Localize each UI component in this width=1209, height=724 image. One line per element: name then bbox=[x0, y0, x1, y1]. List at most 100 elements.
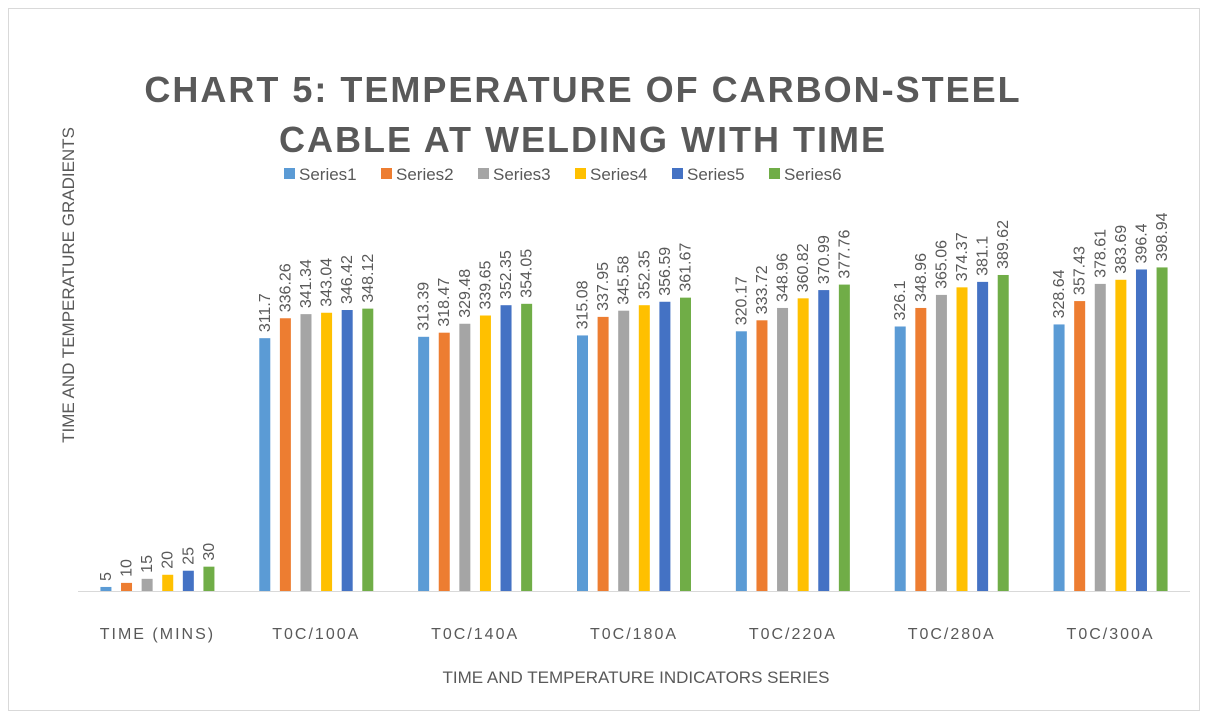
bar bbox=[341, 310, 353, 591]
bar bbox=[659, 301, 671, 591]
data-label: 318.47 bbox=[436, 278, 453, 327]
bar bbox=[977, 281, 989, 591]
legend-label: Series4 bbox=[590, 165, 648, 184]
data-label: 356.59 bbox=[657, 247, 674, 296]
data-label: 339.65 bbox=[477, 260, 494, 309]
data-label: 333.72 bbox=[754, 265, 771, 314]
bar bbox=[818, 290, 830, 591]
bar bbox=[756, 320, 768, 591]
data-label: 381.1 bbox=[975, 236, 992, 276]
data-label: 365.06 bbox=[933, 240, 950, 289]
bar bbox=[777, 307, 789, 591]
data-label: 383.69 bbox=[1113, 225, 1130, 274]
bar bbox=[597, 316, 609, 591]
data-label: 360.82 bbox=[795, 243, 812, 292]
bar bbox=[203, 566, 215, 591]
bar bbox=[521, 303, 533, 591]
data-label: 352.35 bbox=[498, 250, 515, 299]
bar bbox=[838, 284, 850, 591]
x-tick-label: T0C/280A bbox=[908, 626, 996, 643]
legend-swatch bbox=[381, 168, 392, 179]
legend-swatch bbox=[575, 168, 586, 179]
legend-swatch bbox=[769, 168, 780, 179]
data-label: 326.1 bbox=[892, 280, 909, 320]
bar bbox=[618, 310, 630, 591]
data-label: 354.05 bbox=[519, 249, 536, 298]
data-label: 374.37 bbox=[954, 232, 971, 281]
bar bbox=[141, 578, 153, 591]
bar bbox=[182, 570, 194, 591]
bar bbox=[1156, 267, 1168, 591]
y-axis-title: TIME AND TEMPERATURE GRADIENTS bbox=[59, 127, 78, 443]
data-label: 348.96 bbox=[775, 253, 792, 302]
bar bbox=[459, 323, 471, 591]
legend-swatch bbox=[478, 168, 489, 179]
bar bbox=[1074, 301, 1086, 591]
data-label: 348.12 bbox=[360, 254, 377, 303]
bar bbox=[121, 582, 133, 591]
bar bbox=[797, 298, 809, 591]
data-label: 320.17 bbox=[733, 276, 750, 325]
data-label: 336.26 bbox=[277, 263, 294, 312]
bar bbox=[479, 315, 491, 591]
legend-label: Series2 bbox=[396, 165, 454, 184]
chart-title: CHART 5: TEMPERATURE OF CARBON-STEEL bbox=[144, 69, 1021, 110]
bar bbox=[100, 586, 112, 591]
legend-label: Series1 bbox=[299, 165, 357, 184]
bar bbox=[997, 274, 1009, 591]
x-axis-title: TIME AND TEMPERATURE INDICATORS SERIES bbox=[443, 668, 830, 687]
bar bbox=[1094, 283, 1106, 591]
bar bbox=[418, 336, 430, 591]
data-label: 337.95 bbox=[595, 262, 612, 311]
data-label: 343.04 bbox=[319, 258, 336, 307]
bar bbox=[438, 332, 450, 591]
chart-title: CABLE AT WELDING WITH TIME bbox=[279, 119, 887, 160]
data-label: 396.4 bbox=[1133, 223, 1150, 263]
x-tick-label: T0C/300A bbox=[1067, 626, 1155, 643]
data-label: 345.58 bbox=[616, 256, 633, 305]
legend-label: Series3 bbox=[493, 165, 551, 184]
legend-swatch bbox=[672, 168, 683, 179]
data-label: 348.96 bbox=[913, 253, 930, 302]
x-tick-label: TIME (MINS) bbox=[100, 626, 215, 643]
bar bbox=[259, 338, 271, 591]
data-label: 25 bbox=[180, 547, 197, 565]
data-label: 30 bbox=[201, 543, 218, 561]
bar bbox=[894, 326, 906, 591]
bar bbox=[362, 308, 374, 591]
data-label: 15 bbox=[139, 555, 156, 573]
bar bbox=[638, 305, 650, 591]
bar bbox=[162, 574, 174, 591]
bar bbox=[1135, 269, 1147, 591]
bar bbox=[1053, 324, 1065, 591]
data-label: 311.7 bbox=[257, 293, 274, 332]
bar bbox=[915, 307, 927, 591]
data-label: 341.34 bbox=[298, 259, 315, 308]
legend-swatch bbox=[284, 168, 295, 179]
x-tick-label: T0C/220A bbox=[749, 626, 837, 643]
bar bbox=[279, 318, 291, 591]
data-label: 5 bbox=[98, 572, 115, 581]
data-label: 357.43 bbox=[1072, 246, 1089, 295]
bar bbox=[321, 312, 333, 591]
legend-label: Series6 bbox=[784, 165, 842, 184]
bar bbox=[577, 335, 588, 591]
data-label: 352.35 bbox=[636, 250, 653, 299]
bar bbox=[500, 305, 512, 591]
data-label: 389.62 bbox=[995, 220, 1012, 269]
data-label: 328.64 bbox=[1051, 269, 1068, 318]
data-label: 329.48 bbox=[457, 269, 474, 318]
bar bbox=[300, 314, 312, 591]
bar bbox=[935, 294, 947, 591]
x-tick-label: T0C/180A bbox=[590, 626, 678, 643]
data-label: 346.42 bbox=[339, 255, 356, 304]
data-label: 20 bbox=[160, 551, 177, 569]
bar bbox=[1115, 279, 1127, 591]
legend-label: Series5 bbox=[687, 165, 745, 184]
x-tick-label: T0C/100A bbox=[272, 626, 360, 643]
data-label: 10 bbox=[119, 559, 136, 577]
data-label: 315.08 bbox=[575, 280, 592, 329]
data-label: 377.76 bbox=[836, 230, 853, 279]
data-label: 313.39 bbox=[416, 282, 433, 331]
